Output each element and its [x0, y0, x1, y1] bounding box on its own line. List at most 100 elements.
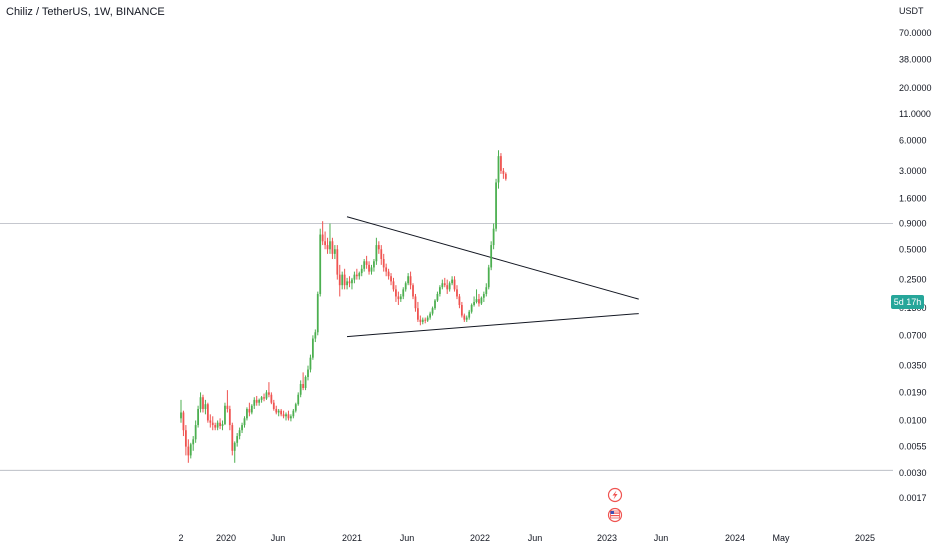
candle-body [402, 289, 405, 297]
candle-body [495, 182, 497, 229]
candle-body [502, 170, 505, 174]
candle-body [270, 394, 273, 403]
time-tick-label: Jun [400, 533, 415, 543]
candle-body [226, 405, 229, 409]
candle-body [277, 410, 280, 413]
candle-body [456, 289, 458, 297]
candle-body [311, 338, 314, 358]
candle-body [309, 357, 312, 370]
candle-body [419, 319, 422, 322]
candle-body [468, 311, 471, 318]
candle-body [453, 279, 456, 290]
candle-body [429, 313, 432, 318]
price-tick-label: 0.0055 [899, 442, 927, 452]
candle-body [421, 319, 424, 322]
candle-body [438, 287, 441, 294]
countdown-text: 5d 17h [894, 297, 922, 307]
candle-body [184, 430, 187, 447]
candle-body [387, 271, 390, 277]
candle-body [338, 274, 341, 286]
candle-body [290, 416, 292, 419]
candle-body [424, 319, 427, 321]
candle-body [346, 281, 348, 286]
candle-body [399, 296, 402, 300]
trendlines [346, 216, 639, 338]
price-tick-label: 6.0000 [899, 136, 927, 146]
candle-body [233, 442, 236, 451]
candle-body [275, 408, 278, 413]
candle-body [426, 317, 429, 321]
candle-body [441, 283, 444, 288]
price-tick-label: 0.2500 [899, 275, 927, 285]
trendline[interactable] [346, 313, 639, 338]
candle-body [341, 274, 344, 286]
candle-body [463, 315, 466, 320]
candle-body [221, 424, 224, 427]
candle-body [214, 425, 217, 428]
candle-body [470, 304, 473, 312]
candles [180, 150, 507, 463]
candle-body [250, 405, 253, 413]
candle-body [324, 241, 326, 246]
candle-body [209, 420, 212, 423]
price-tick-label: 20.0000 [899, 83, 932, 93]
horizontal-lines [0, 223, 893, 471]
candle-body [265, 392, 268, 399]
trendline[interactable] [346, 216, 639, 300]
candle-body [417, 308, 419, 320]
candle-body [238, 430, 241, 437]
candle-body [478, 299, 480, 304]
time-tick-label: Jun [528, 533, 543, 543]
candle-body [329, 241, 331, 250]
candle-body [243, 418, 246, 426]
currency-label: USDT [899, 6, 924, 16]
price-tick-label: 3.0000 [899, 166, 927, 176]
lightning-icon[interactable] [607, 487, 623, 503]
candle-body [280, 410, 283, 415]
candle-body [348, 281, 351, 284]
candle-body [331, 241, 334, 254]
price-tick-label: 0.0350 [899, 361, 927, 371]
candle-body [358, 273, 361, 277]
time-tick-label: Jun [271, 533, 286, 543]
candle-body [260, 397, 263, 400]
candle-body [182, 412, 185, 431]
candle-body [460, 304, 463, 316]
candle-body [199, 397, 202, 409]
candle-body [404, 283, 407, 290]
candle-body [194, 425, 197, 440]
candle-body [390, 276, 392, 282]
time-axis: 2 2020 Jun 2021 Jun 2022 Jun 2023 Jun 2024 May 2025 [178, 533, 875, 543]
candle-body [241, 425, 243, 431]
candle-body [202, 397, 204, 409]
candle-body [368, 264, 370, 272]
candle-body [307, 369, 309, 377]
candle-body [465, 317, 468, 320]
candle-body [316, 293, 319, 333]
candle-body [302, 384, 305, 388]
price-tick-label: 0.0017 [899, 493, 927, 503]
time-tick-label: Jun [654, 533, 669, 543]
candle-body [448, 283, 451, 290]
countdown-bg [891, 295, 924, 309]
candle-body [490, 245, 493, 268]
candle-body [482, 293, 485, 298]
candle-body [224, 405, 226, 425]
candle-body [231, 425, 234, 451]
candle-body [500, 156, 502, 171]
candle-body [436, 293, 439, 301]
candle-body [343, 274, 346, 286]
candle-body [487, 267, 490, 288]
flag-icon[interactable] [607, 507, 623, 523]
event-markers[interactable] [607, 487, 623, 523]
price-axis: 70.0000 38.0000 20.0000 11.0000 6.0000 3.0000… [899, 28, 932, 503]
candle-body [319, 234, 322, 294]
candle-body [219, 422, 221, 427]
candle-body [431, 308, 434, 314]
candle-body [253, 399, 256, 406]
time-tick-label: 2023 [597, 533, 617, 543]
candle-body [187, 446, 190, 456]
candle-body [336, 249, 339, 275]
candle-body [180, 412, 182, 419]
